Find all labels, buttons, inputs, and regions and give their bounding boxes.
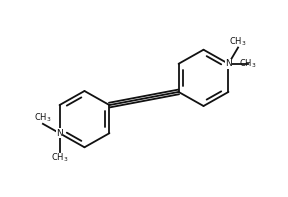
Text: CH$_3$: CH$_3$ xyxy=(229,35,247,47)
Text: CH$_3$: CH$_3$ xyxy=(51,152,68,164)
Text: CH$_3$: CH$_3$ xyxy=(239,58,256,70)
Text: CH$_3$: CH$_3$ xyxy=(34,111,52,124)
Text: N: N xyxy=(225,59,232,68)
Text: N: N xyxy=(56,129,63,138)
